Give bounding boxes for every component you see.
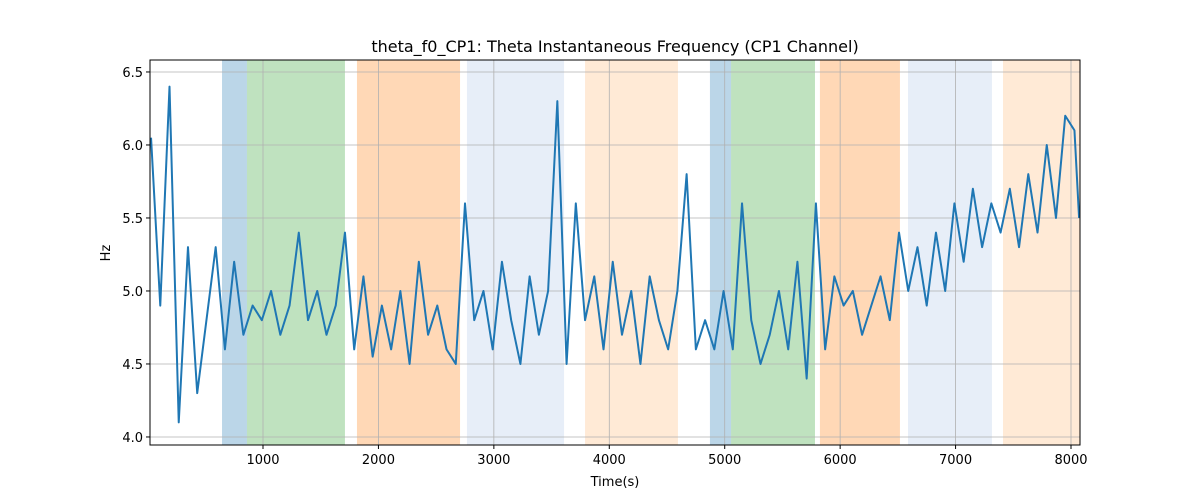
y-axis-label: Hz (99, 245, 114, 262)
x-tick-label: 6000 (824, 453, 857, 468)
highlight-span (819, 60, 900, 445)
y-tick-label: 5.0 (122, 285, 143, 300)
y-tick-label: 6.5 (122, 66, 143, 81)
y-tick-label: 4.0 (122, 431, 143, 446)
highlight-span (356, 60, 461, 445)
x-tick-label: 5000 (708, 453, 741, 468)
x-tick-label: 1000 (246, 453, 279, 468)
x-tick-label: 2000 (362, 453, 395, 468)
x-tick-label: 3000 (477, 453, 510, 468)
x-tick-label: 8000 (1054, 453, 1087, 468)
highlight-span (222, 60, 247, 445)
y-tick-label: 6.0 (122, 139, 143, 154)
plot-frame (149, 59, 1081, 446)
y-tick-label: 4.5 (122, 358, 143, 373)
highlight-span (731, 60, 815, 445)
highlight-span (585, 60, 678, 445)
highlight-span (466, 60, 565, 445)
highlight-span (1003, 60, 1080, 445)
x-tick-label: 4000 (593, 453, 626, 468)
y-tick-label: 5.5 (122, 212, 143, 227)
x-axis-label: Time(s) (590, 475, 640, 490)
chart-title: theta_f0_CP1: Theta Instantaneous Freque… (371, 37, 858, 57)
data-line (150, 85, 1081, 424)
highlight-span (709, 60, 732, 445)
x-tick-label: 7000 (939, 453, 972, 468)
